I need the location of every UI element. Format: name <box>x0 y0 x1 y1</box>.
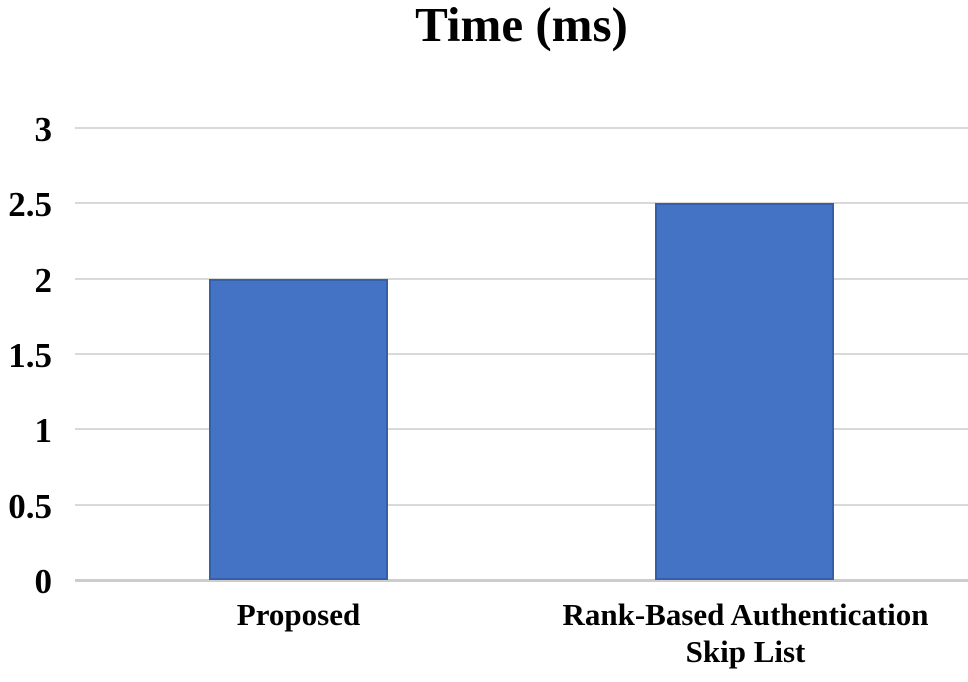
x-category-label: Rank-Based Authentication Skip List <box>522 596 968 670</box>
y-gridline <box>75 503 968 506</box>
bar <box>209 279 388 580</box>
y-gridline <box>75 579 968 582</box>
y-gridline <box>75 202 968 205</box>
chart-title: Time (ms) <box>415 0 628 52</box>
y-tick-label: 0.5 <box>8 486 52 526</box>
plot-area <box>75 127 968 582</box>
y-gridline <box>75 277 968 280</box>
y-tick-label: 2 <box>34 260 53 300</box>
x-category-label-line: Proposed <box>236 597 361 632</box>
y-tick-label: 1.5 <box>8 336 52 375</box>
x-category-label: Proposed <box>75 596 522 633</box>
y-gridline <box>75 127 968 129</box>
y-tick-label: 1 <box>34 411 53 451</box>
y-tick-label: 0 <box>34 562 53 601</box>
bar <box>655 203 834 580</box>
y-tick-label: 3 <box>34 110 53 149</box>
x-category-label-line: Skip List <box>685 634 806 669</box>
y-gridline <box>75 428 968 431</box>
y-tick-label: 2.5 <box>8 185 52 225</box>
x-category-label-line: Rank-Based Authentication <box>562 597 929 632</box>
y-gridline <box>75 353 968 355</box>
